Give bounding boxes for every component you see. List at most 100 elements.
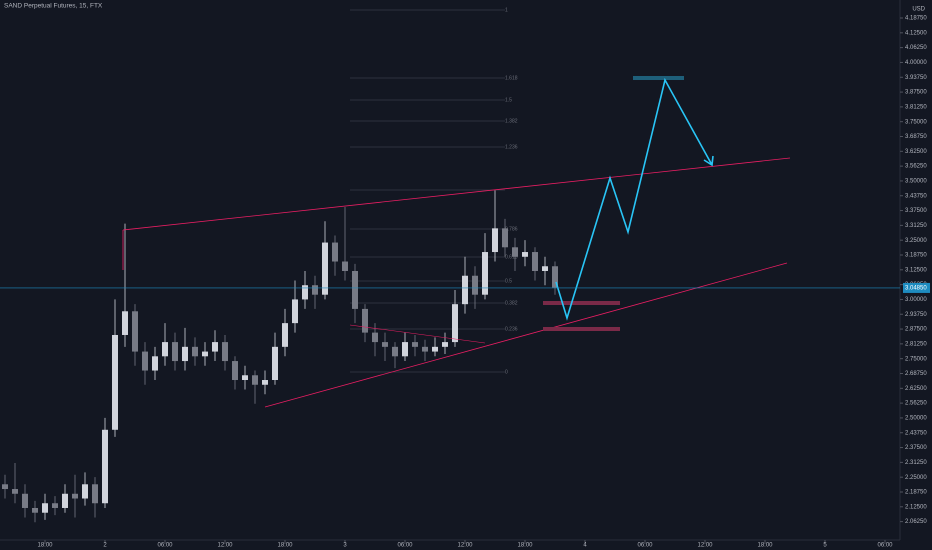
candle-body — [522, 252, 528, 257]
fib-label: 1.236 — [505, 144, 518, 150]
candle-body — [322, 242, 328, 295]
candle-body — [222, 342, 228, 362]
current-price-label: 3.04850 — [905, 286, 927, 292]
x-tick-label: 4 — [583, 543, 587, 549]
projection-path — [555, 77, 713, 321]
candle-body — [262, 380, 268, 385]
candle-body — [362, 308, 368, 333]
candle-body — [302, 285, 308, 300]
candle-body — [12, 489, 18, 494]
fib-label: 0.236 — [505, 326, 518, 332]
y-tick-label: 3.18750 — [905, 253, 927, 259]
x-tick-label: 5 — [823, 543, 827, 549]
candle-body — [72, 493, 78, 499]
candle-body — [112, 334, 118, 430]
drawings — [122, 76, 791, 408]
candle-body — [152, 356, 158, 371]
fib-levels: 1 1.618 1.5 1.382 1.236 0.786 0.618 0.5 0.382 0.2… — [350, 7, 518, 375]
candle-body — [452, 304, 458, 343]
candle-body — [242, 375, 248, 381]
candle-body — [172, 342, 178, 362]
candle-body — [292, 299, 298, 324]
candle-body — [472, 275, 478, 295]
fib-label: 0.5 — [505, 278, 512, 284]
y-tick-label: 2.18750 — [905, 490, 927, 496]
candle-body — [2, 484, 8, 490]
fib-label: 0.382 — [505, 300, 518, 306]
y-tick-label: 2.68750 — [905, 371, 927, 377]
target-zone — [633, 76, 684, 80]
candle-body — [462, 275, 468, 305]
y-tick-label: 2.37500 — [905, 445, 927, 451]
fib-label: 1.5 — [505, 97, 512, 103]
candle-body — [252, 375, 258, 385]
candle-body — [332, 242, 338, 262]
y-tick-label: 3.12500 — [905, 267, 927, 273]
candle-body — [102, 429, 108, 504]
trend-line — [349, 324, 486, 344]
candle-body — [202, 351, 208, 357]
y-tick-label: 4.00000 — [905, 60, 927, 66]
y-tick-label: 2.62500 — [905, 386, 927, 392]
candle-body — [32, 507, 38, 513]
y-tick-label: 2.93750 — [905, 312, 927, 318]
candle-body — [192, 346, 198, 357]
y-tick-label: 3.75000 — [905, 119, 927, 125]
candle-body — [162, 342, 168, 357]
y-tick-label: 3.81250 — [905, 104, 927, 110]
trend-line — [264, 262, 788, 408]
x-tick-label: 06:00 — [637, 543, 653, 549]
candle-body — [272, 346, 278, 381]
x-tick-label: 18:00 — [757, 543, 773, 549]
candle-body — [62, 493, 68, 508]
y-tick-label: 3.31250 — [905, 223, 927, 229]
candle-body — [142, 351, 148, 371]
y-tick-label: 3.56250 — [905, 164, 927, 170]
x-tick-label: 06:00 — [397, 543, 413, 549]
candle-body — [382, 342, 388, 347]
candle-body — [312, 285, 318, 295]
y-tick-label: 2.31250 — [905, 460, 927, 466]
y-tick-label: 3.00000 — [905, 297, 927, 303]
candle-body — [392, 346, 398, 357]
y-tick-label: 3.93750 — [905, 75, 927, 81]
y-tick-label: 2.12500 — [905, 504, 927, 510]
y-tick-label: 3.25000 — [905, 238, 927, 244]
fib-label: 0 — [505, 369, 508, 375]
candle-body — [182, 346, 188, 362]
candle-body — [422, 346, 428, 352]
y-tick-label: 3.68750 — [905, 134, 927, 140]
x-tick-label: 06:00 — [877, 543, 893, 549]
candle-body — [492, 228, 498, 253]
candle-body — [402, 342, 408, 357]
candle-body — [52, 503, 58, 508]
candle-body — [342, 261, 348, 271]
candle-body — [212, 342, 218, 352]
y-tick-label: 2.50000 — [905, 416, 927, 422]
candle-body — [542, 266, 548, 271]
candle-body — [552, 266, 558, 288]
y-tick-label: 2.56250 — [905, 401, 927, 407]
projection-arrowhead — [703, 155, 714, 167]
candle-body — [502, 228, 508, 248]
candle-body — [442, 342, 448, 347]
support-zone — [543, 301, 620, 305]
candles — [2, 190, 558, 523]
candle-body — [372, 332, 378, 343]
x-tick-label: 06:00 — [157, 543, 173, 549]
candle-body — [482, 252, 488, 295]
candle-body — [532, 252, 538, 271]
current-price-tag — [903, 282, 930, 293]
fib-label: 0.618 — [505, 254, 518, 260]
x-tick-label: 18:00 — [517, 543, 533, 549]
candle-body — [232, 361, 238, 381]
candle-body — [352, 270, 358, 309]
y-tick-label: 3.62500 — [905, 149, 927, 155]
x-tick-label: 12:00 — [457, 543, 473, 549]
y-tick-label: 3.37500 — [905, 208, 927, 214]
x-tick-label: 18:00 — [277, 543, 293, 549]
candle-body — [92, 484, 98, 504]
y-tick-label: 2.43750 — [905, 430, 927, 436]
y-tick-label: 4.06250 — [905, 45, 927, 51]
